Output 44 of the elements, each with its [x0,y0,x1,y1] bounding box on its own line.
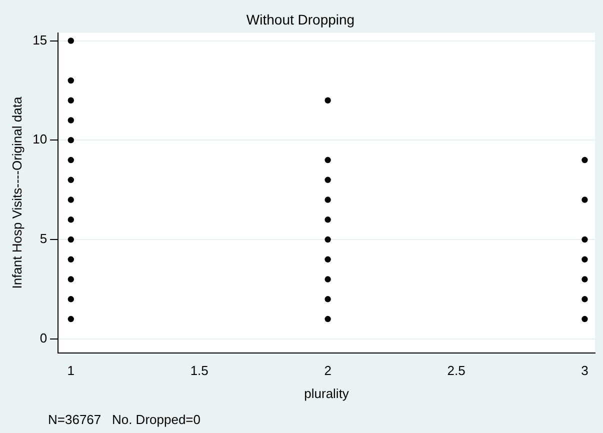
point [68,117,74,124]
point [68,316,74,322]
point [68,77,74,84]
point [324,216,331,223]
chart-title: Without Dropping [246,11,355,28]
x-tick-label: 1.5 [190,363,208,378]
point [582,276,588,282]
point [68,196,74,203]
point [68,137,74,144]
point [68,276,74,282]
point [324,156,331,164]
point [324,316,331,322]
y-tick-label: 10 [32,132,48,147]
point [582,236,588,243]
point [324,256,331,262]
point [324,97,331,104]
y-tick-label: 15 [32,32,48,48]
point [68,296,74,302]
x-axis-title: plurality [304,386,350,401]
point [68,97,74,104]
x-tick-label: 2.5 [447,363,466,378]
point [68,256,74,262]
point [582,296,588,302]
point [582,256,588,262]
x-tick-label: 1 [67,363,75,378]
point [582,316,588,322]
point [324,176,331,183]
point [68,216,74,223]
x-tick-label: 2 [324,363,332,378]
point [324,276,331,282]
point [324,196,331,203]
point [68,236,74,243]
x-tick-label: 3 [581,363,588,378]
point [582,196,588,203]
y-tick-label: 5 [40,231,48,246]
point [68,38,74,44]
point [68,176,74,183]
y-axis-title: Infant Hosp Visits----Original data [9,96,24,289]
point [324,236,331,243]
point [582,156,588,164]
point [68,156,74,164]
point [324,296,331,302]
text: N=36767 No. Dropped=0 [47,411,202,429]
y-tick-label: 0 [40,330,48,346]
